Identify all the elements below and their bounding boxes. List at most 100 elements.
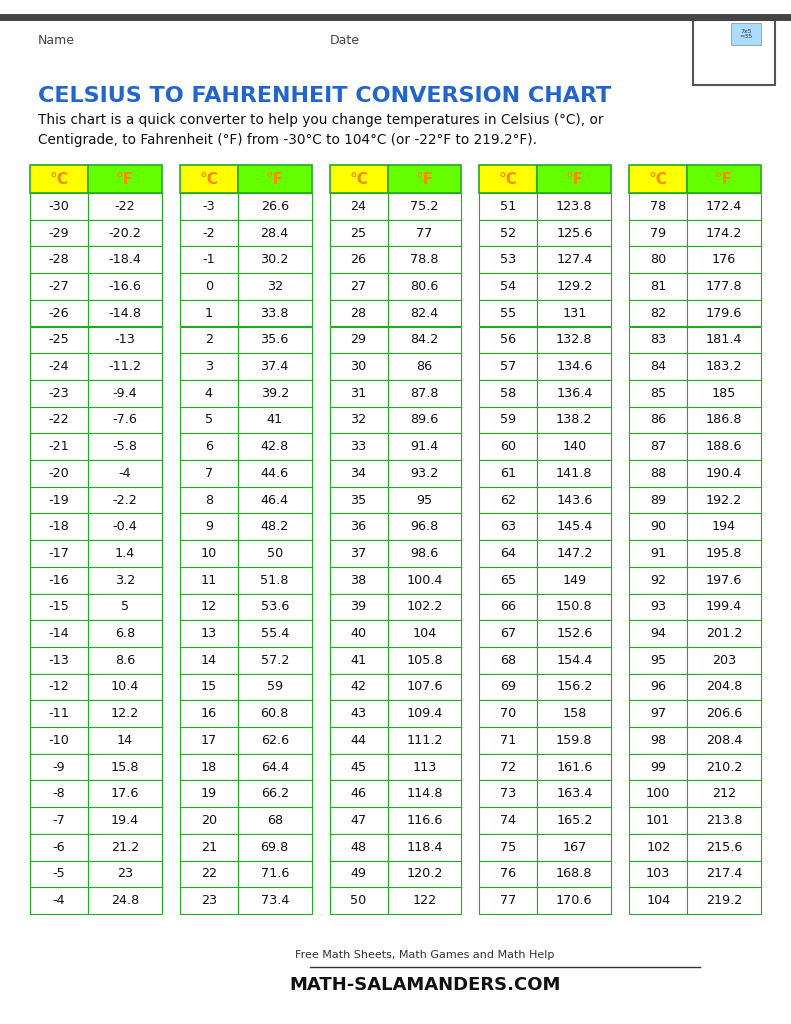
Bar bbox=[687, 594, 761, 621]
Text: 33.8: 33.8 bbox=[260, 306, 289, 319]
Bar bbox=[330, 834, 388, 860]
Text: 129.2: 129.2 bbox=[556, 280, 592, 293]
Bar bbox=[88, 807, 162, 834]
Text: 100: 100 bbox=[646, 787, 671, 800]
Bar bbox=[388, 727, 461, 754]
Text: 24: 24 bbox=[350, 200, 366, 213]
Bar bbox=[479, 887, 537, 913]
Text: -15: -15 bbox=[48, 600, 70, 613]
Bar bbox=[180, 780, 238, 807]
Bar bbox=[88, 300, 162, 327]
Bar bbox=[238, 807, 312, 834]
Bar bbox=[687, 460, 761, 486]
Bar bbox=[238, 860, 312, 887]
Text: -18: -18 bbox=[48, 520, 70, 534]
Bar bbox=[180, 380, 238, 407]
Bar bbox=[330, 647, 388, 674]
Bar bbox=[388, 513, 461, 540]
Bar bbox=[238, 647, 312, 674]
Bar bbox=[479, 754, 537, 780]
Bar bbox=[537, 754, 611, 780]
Bar bbox=[30, 887, 88, 913]
Text: -27: -27 bbox=[48, 280, 70, 293]
Text: 107.6: 107.6 bbox=[407, 681, 443, 693]
Bar bbox=[687, 860, 761, 887]
Text: 37.4: 37.4 bbox=[260, 360, 289, 373]
Bar bbox=[731, 23, 761, 45]
Bar bbox=[180, 700, 238, 727]
Text: -22: -22 bbox=[115, 200, 135, 213]
Bar bbox=[388, 807, 461, 834]
Text: 152.6: 152.6 bbox=[556, 627, 592, 640]
Text: 64.4: 64.4 bbox=[260, 761, 289, 773]
Bar bbox=[687, 727, 761, 754]
Text: 98: 98 bbox=[650, 734, 666, 746]
Bar bbox=[88, 407, 162, 433]
Bar bbox=[238, 220, 312, 247]
Text: CELSIUS TO FAHRENHEIT CONVERSION CHART: CELSIUS TO FAHRENHEIT CONVERSION CHART bbox=[38, 86, 611, 106]
Text: 8: 8 bbox=[205, 494, 213, 507]
Text: 57.2: 57.2 bbox=[260, 653, 289, 667]
Text: 163.4: 163.4 bbox=[556, 787, 592, 800]
Bar bbox=[687, 780, 761, 807]
Text: 78.8: 78.8 bbox=[411, 253, 439, 266]
Text: 37: 37 bbox=[350, 547, 367, 560]
Bar bbox=[238, 727, 312, 754]
Bar bbox=[88, 433, 162, 460]
Bar bbox=[330, 273, 388, 300]
Bar bbox=[388, 621, 461, 647]
Bar bbox=[88, 754, 162, 780]
Text: 150.8: 150.8 bbox=[556, 600, 592, 613]
Bar bbox=[180, 727, 238, 754]
Bar bbox=[479, 513, 537, 540]
Bar bbox=[687, 674, 761, 700]
Text: 5: 5 bbox=[121, 600, 129, 613]
Bar bbox=[238, 486, 312, 513]
Text: °F: °F bbox=[266, 171, 284, 186]
Text: 99: 99 bbox=[650, 761, 666, 773]
Bar bbox=[687, 621, 761, 647]
Bar bbox=[537, 700, 611, 727]
Bar bbox=[238, 165, 312, 193]
Text: 50: 50 bbox=[267, 547, 283, 560]
Bar bbox=[687, 433, 761, 460]
Text: °C: °C bbox=[199, 171, 218, 186]
Text: 38: 38 bbox=[350, 573, 367, 587]
Bar bbox=[537, 273, 611, 300]
Text: 36: 36 bbox=[350, 520, 367, 534]
Text: 72: 72 bbox=[501, 761, 517, 773]
Text: -29: -29 bbox=[49, 226, 70, 240]
Bar bbox=[388, 220, 461, 247]
Bar bbox=[330, 380, 388, 407]
Text: 39: 39 bbox=[350, 600, 367, 613]
Text: Free Math Sheets, Math Games and Math Help: Free Math Sheets, Math Games and Math He… bbox=[295, 950, 554, 961]
Text: 47: 47 bbox=[350, 814, 367, 827]
Bar bbox=[330, 727, 388, 754]
Text: 149: 149 bbox=[562, 573, 586, 587]
Text: 2: 2 bbox=[205, 334, 213, 346]
Bar bbox=[88, 327, 162, 353]
Bar bbox=[88, 353, 162, 380]
Text: 123.8: 123.8 bbox=[556, 200, 592, 213]
Text: 215.6: 215.6 bbox=[706, 841, 742, 854]
Text: -12: -12 bbox=[48, 681, 70, 693]
Text: 34: 34 bbox=[350, 467, 367, 480]
Text: 73.4: 73.4 bbox=[260, 894, 289, 907]
Bar bbox=[238, 834, 312, 860]
Text: 65: 65 bbox=[501, 573, 517, 587]
Bar bbox=[180, 433, 238, 460]
Text: 6: 6 bbox=[205, 440, 213, 454]
Bar bbox=[479, 407, 537, 433]
Bar bbox=[30, 165, 88, 193]
Text: 102: 102 bbox=[646, 841, 670, 854]
Bar bbox=[88, 700, 162, 727]
Bar bbox=[88, 567, 162, 594]
Text: 53.6: 53.6 bbox=[260, 600, 289, 613]
Bar bbox=[88, 380, 162, 407]
Text: 40: 40 bbox=[350, 627, 367, 640]
Bar bbox=[180, 327, 238, 353]
Text: 48.2: 48.2 bbox=[260, 520, 289, 534]
Bar bbox=[537, 407, 611, 433]
Text: 74: 74 bbox=[501, 814, 517, 827]
Text: 87.8: 87.8 bbox=[411, 387, 439, 399]
